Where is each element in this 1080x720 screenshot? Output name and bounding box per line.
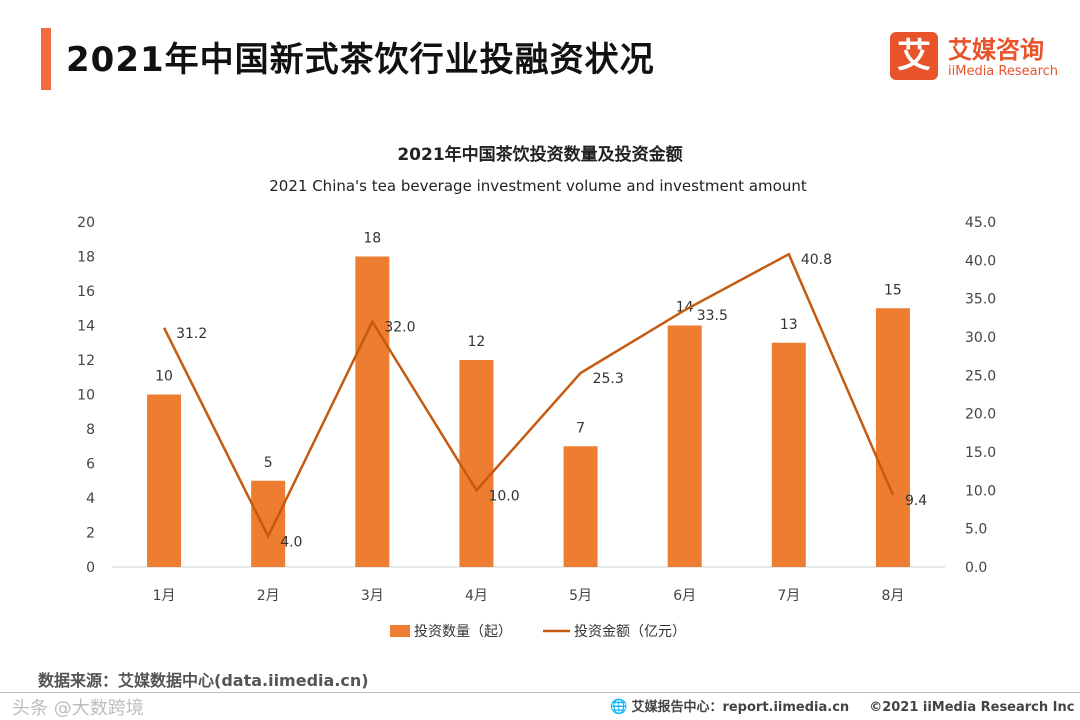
bar-data-label: 7 xyxy=(576,420,585,436)
legend-bar-label: 投资数量（起） xyxy=(414,624,512,640)
right-axis-tick-label: 10.0 xyxy=(965,483,996,499)
left-axis-tick-label: 16 xyxy=(77,284,95,300)
data-source: 数据来源：艾媒数据中心(data.iimedia.cn) xyxy=(38,671,369,690)
line-series xyxy=(162,252,895,540)
left-axis-tick-label: 4 xyxy=(86,491,95,507)
watermark: 头条 @大数跨境 xyxy=(12,698,144,719)
line-data-label: 4.0 xyxy=(280,534,302,550)
chart-subtitle: 2021 China's tea beverage investment vol… xyxy=(269,177,807,195)
bar xyxy=(147,394,182,567)
right-axis-tick-label: 20.0 xyxy=(965,407,996,423)
x-axis-tick-label: 6月 xyxy=(673,588,696,604)
bar xyxy=(251,480,286,567)
right-axis-tick-label: 30.0 xyxy=(965,330,996,346)
x-axis-tick-label: 3月 xyxy=(361,588,384,604)
bar-data-label: 12 xyxy=(468,334,486,350)
right-axis-tick-label: 0.0 xyxy=(965,560,987,576)
line-data-label: 31.2 xyxy=(176,326,207,342)
x-axis-tick-label: 8月 xyxy=(881,588,904,604)
line-data-label: 33.5 xyxy=(697,308,728,324)
bar-data-label: 5 xyxy=(264,455,273,471)
line-data-label: 32.0 xyxy=(384,320,415,336)
footer-divider xyxy=(0,692,1080,693)
globe-icon: 🌐 xyxy=(610,699,628,715)
page-title: 2021年中国新式茶饮行业投融资状况 xyxy=(66,40,655,80)
x-axis-tick-label: 7月 xyxy=(777,588,800,604)
report-center-link[interactable]: 艾媒报告中心：report.iimedia.cn xyxy=(631,700,850,715)
bar-data-label: 15 xyxy=(884,282,902,298)
left-axis-tick-label: 2 xyxy=(86,526,95,542)
plot-area: 0 2 4 6 8 10 12 14 16 18 20 0.0 5.0 10.0 15.0 20.0 25.0 3… xyxy=(77,215,996,640)
bar-data-label: 10 xyxy=(155,369,173,385)
line-data-label: 40.8 xyxy=(801,252,832,268)
bar-data-label: 18 xyxy=(363,231,381,247)
left-axis-tick-label: 0 xyxy=(86,560,95,576)
x-axis-tick-label: 2月 xyxy=(257,588,280,604)
logo-mark: 艾 xyxy=(890,32,938,80)
logo-chinese-name: 艾媒咨询 xyxy=(948,36,1044,64)
left-axis-tick-label: 10 xyxy=(77,388,95,404)
iimedia-logo: 艾 艾媒咨询 iiMedia Research xyxy=(890,30,1062,86)
bar xyxy=(459,360,494,567)
left-axis-tick-label: 8 xyxy=(86,422,95,438)
line-data-label: 9.4 xyxy=(905,493,927,509)
left-axis-tick-label: 18 xyxy=(77,250,95,266)
left-axis-tick-label: 12 xyxy=(77,353,95,369)
bar-data-label: 13 xyxy=(780,317,798,333)
x-axis-tick-label: 5月 xyxy=(569,588,592,604)
bar xyxy=(667,325,702,567)
chart-title: 2021年中国茶饮投资数量及投资金额 xyxy=(397,144,682,165)
right-axis-tick-label: 25.0 xyxy=(965,368,996,384)
legend-bar-swatch xyxy=(390,625,410,637)
left-axis-tick-label: 14 xyxy=(77,319,95,335)
right-axis-tick-label: 35.0 xyxy=(965,292,996,308)
right-axis-tick-label: 15.0 xyxy=(965,445,996,461)
copyright: ©2021 iiMedia Research Inc xyxy=(869,700,1075,715)
bar xyxy=(771,342,806,567)
line-data-label: 25.3 xyxy=(593,371,624,387)
bar xyxy=(355,256,390,567)
footer-info: 🌐 艾媒报告中心：report.iimedia.cn ©2021 iiMedia R… xyxy=(610,696,1074,715)
logo-english-name: iiMedia Research xyxy=(948,64,1059,79)
x-axis-tick-label: 1月 xyxy=(153,588,176,604)
title-accent-bar xyxy=(41,28,51,90)
right-axis-tick-label: 40.0 xyxy=(965,253,996,269)
right-axis-tick-label: 5.0 xyxy=(965,522,987,538)
bar xyxy=(875,308,910,567)
left-axis-tick-label: 20 xyxy=(77,215,95,231)
legend-line-label: 投资金额（亿元） xyxy=(574,624,686,640)
right-axis-tick-label: 45.0 xyxy=(965,215,996,231)
bar xyxy=(563,446,598,567)
x-axis-tick-label: 4月 xyxy=(465,588,488,604)
left-axis-tick-label: 6 xyxy=(86,457,95,473)
line-data-label: 10.0 xyxy=(488,488,519,504)
